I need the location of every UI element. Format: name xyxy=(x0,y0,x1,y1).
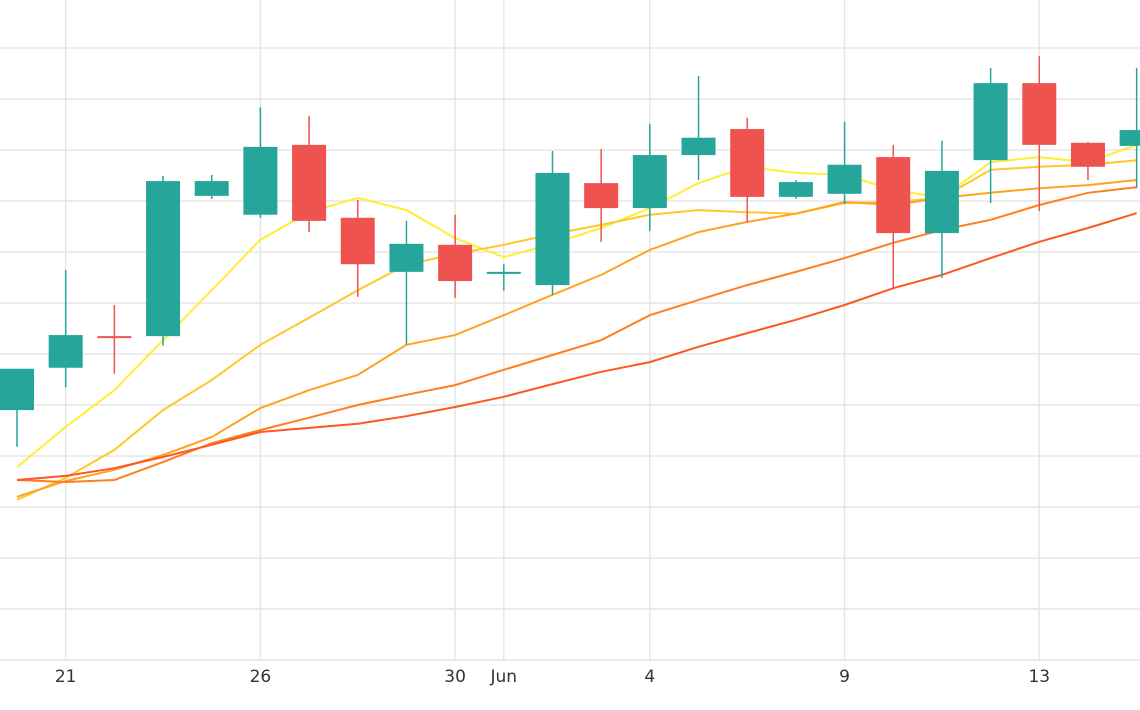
candle-body xyxy=(389,243,424,272)
candle-body xyxy=(924,170,959,234)
candle-body xyxy=(97,336,132,339)
candle-body xyxy=(876,157,911,234)
candle-body xyxy=(292,144,327,221)
candle-body xyxy=(1119,130,1140,146)
x-tick-label: 9 xyxy=(839,667,850,687)
candle-body xyxy=(146,181,181,337)
x-tick-label: 13 xyxy=(1028,667,1050,687)
candle-body xyxy=(632,155,667,209)
candle-body xyxy=(1022,83,1057,145)
candle-body xyxy=(486,271,521,274)
candle-body xyxy=(730,129,765,197)
candle-body xyxy=(194,181,229,196)
candle-body xyxy=(1070,142,1105,167)
candle-body xyxy=(340,217,375,265)
x-tick-label: 26 xyxy=(250,667,272,687)
candle-body xyxy=(778,182,813,197)
candle-body xyxy=(973,83,1008,161)
x-tick-label: 21 xyxy=(55,667,77,687)
x-tick-label: Jun xyxy=(490,667,518,687)
candle-body xyxy=(827,164,862,194)
candle-body xyxy=(438,244,473,282)
moving-average-line xyxy=(16,159,1137,501)
x-tick-label: 4 xyxy=(644,667,655,687)
moving-average-line xyxy=(16,212,1137,481)
candle-body xyxy=(535,172,570,286)
x-tick-label: 30 xyxy=(444,667,466,687)
candle-body xyxy=(681,137,716,156)
candle-body xyxy=(0,368,34,411)
candle-body xyxy=(584,183,619,209)
moving-average-line xyxy=(16,143,1137,468)
moving-average-line xyxy=(16,186,1137,484)
moving-average-line xyxy=(16,179,1137,498)
candle-body xyxy=(243,146,278,215)
candle-body xyxy=(48,335,83,368)
